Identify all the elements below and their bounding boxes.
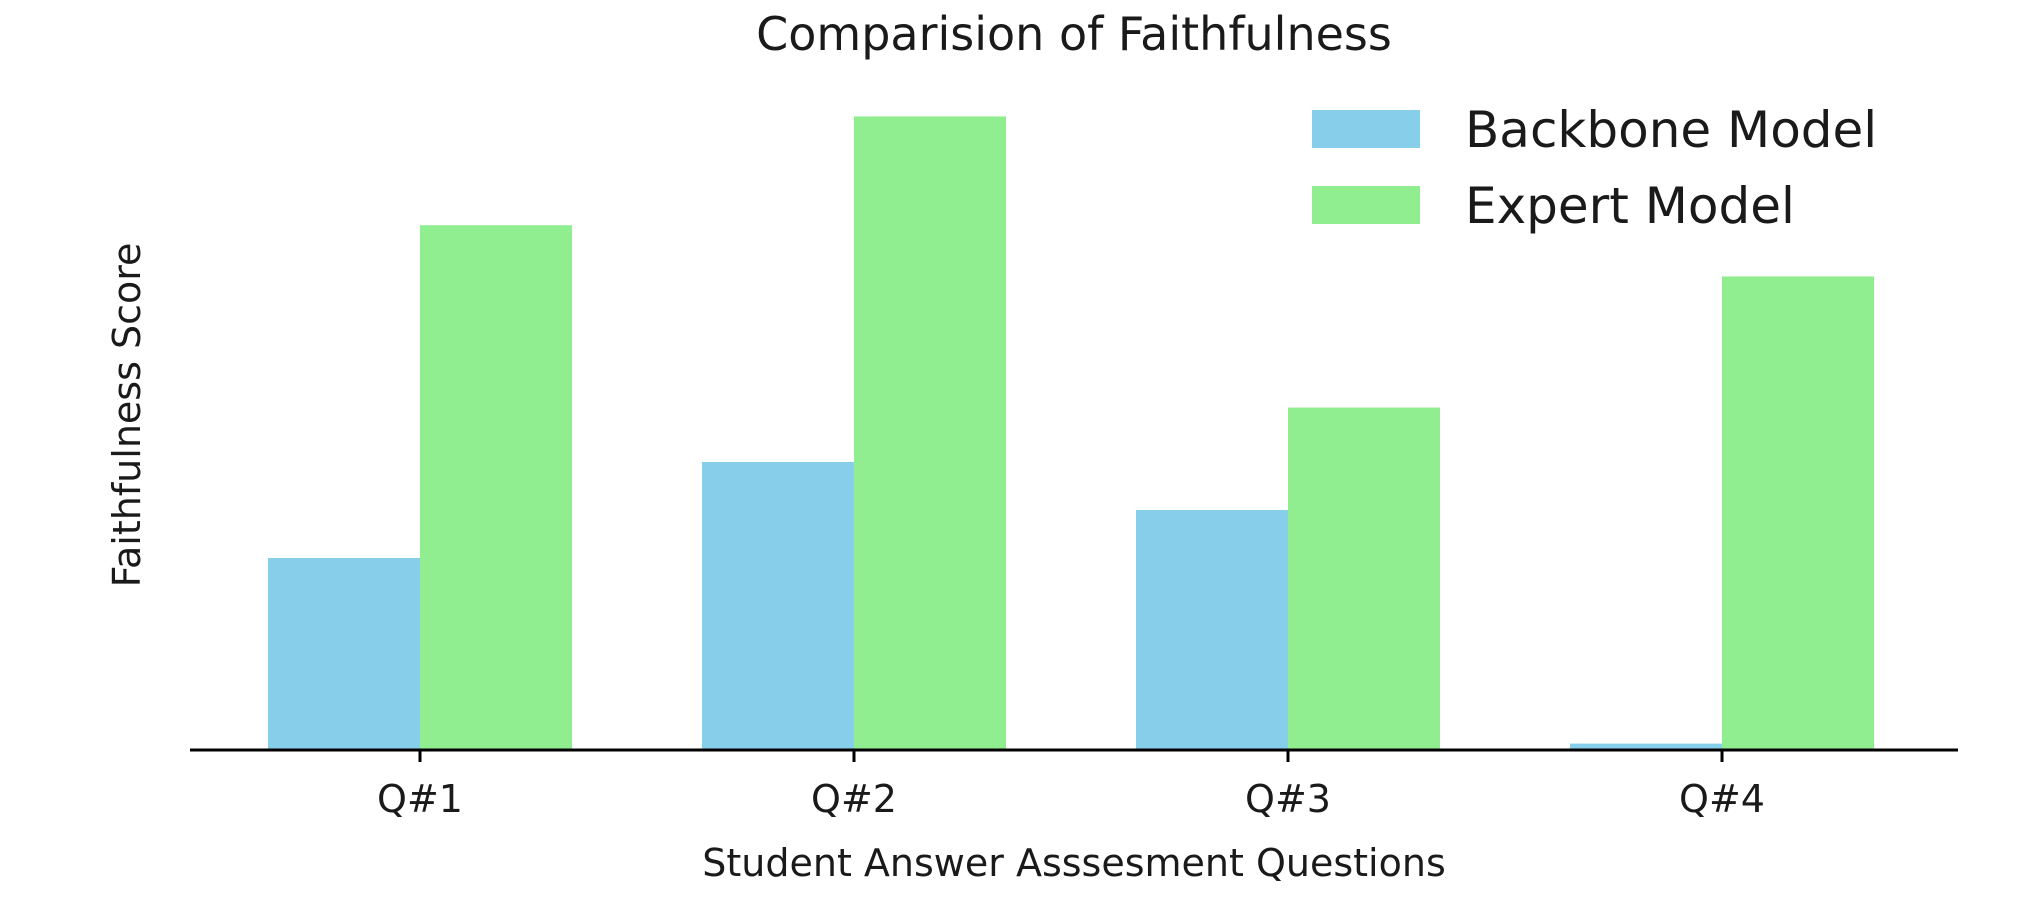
x-axis-label: Student Answer Asssesment Questions	[702, 841, 1446, 885]
bar-expert-3	[1288, 407, 1440, 750]
x-tick-label-4: Q#4	[1679, 777, 1765, 821]
bar-expert-1	[420, 225, 572, 750]
legend-label-expert: Expert Model	[1465, 177, 1795, 235]
bar-backbone-2	[702, 462, 854, 750]
legend-swatch-expert	[1312, 186, 1420, 224]
x-tick-label-1: Q#1	[377, 777, 463, 821]
bar-expert-4	[1722, 276, 1874, 750]
bar-expert-2	[854, 116, 1006, 750]
chart-title: Comparision of Faithfulness	[756, 7, 1392, 61]
legend: Backbone Model Expert Model	[1312, 101, 1877, 235]
bars-group	[268, 116, 1874, 750]
bar-backbone-3	[1136, 510, 1288, 750]
bar-backbone-4	[1570, 743, 1722, 750]
x-ticks-group: Q#1 Q#2 Q#3 Q#4	[377, 750, 1765, 821]
x-tick-label-2: Q#2	[811, 777, 897, 821]
legend-label-backbone: Backbone Model	[1465, 101, 1877, 159]
x-tick-label-3: Q#3	[1245, 777, 1331, 821]
bar-backbone-1	[268, 558, 420, 750]
y-axis-label: Faithfulness Score	[105, 243, 149, 588]
legend-swatch-backbone	[1312, 110, 1420, 148]
